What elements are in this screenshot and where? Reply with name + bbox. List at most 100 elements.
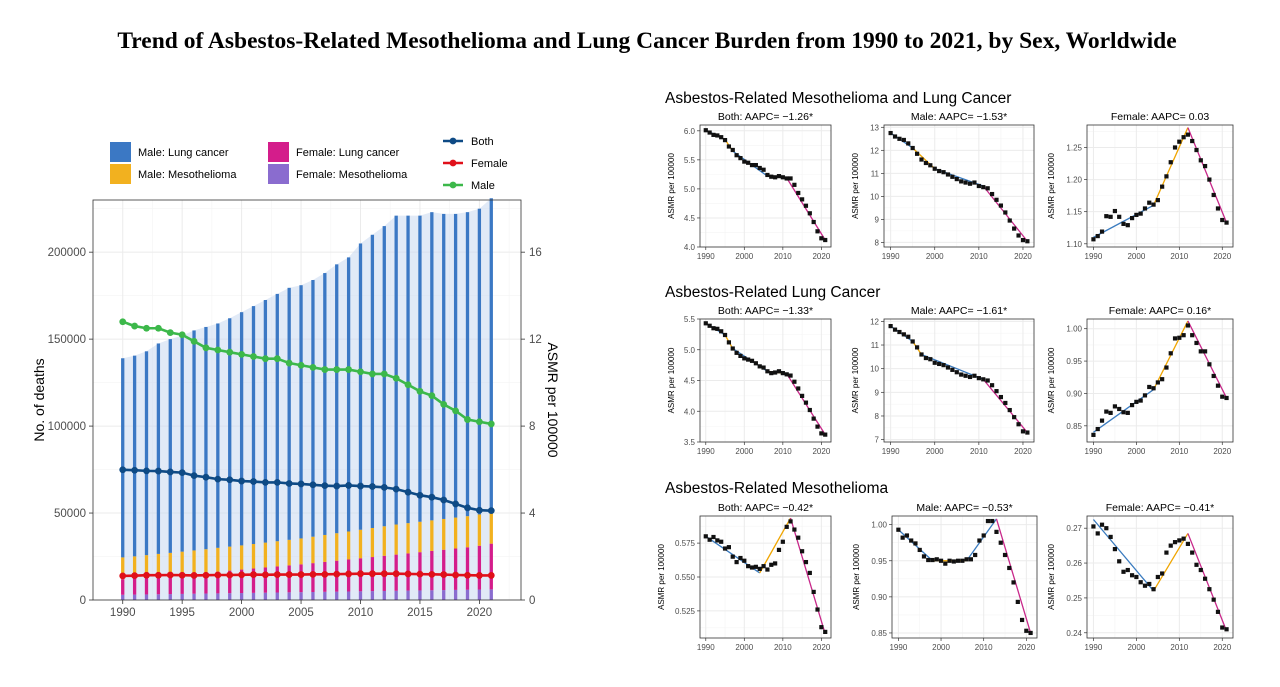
data-point — [719, 539, 724, 544]
bar-segment-female-mesothelioma1990 — [121, 594, 125, 600]
data-point — [807, 407, 812, 413]
data-point — [909, 538, 914, 543]
x-tick-label: 1990 — [1085, 447, 1103, 456]
y-tick-label: 10 — [870, 192, 879, 201]
asmr-point-both — [345, 482, 353, 489]
joinpoint-segment — [789, 517, 826, 635]
panel-title: Both: AAPC= −0.42* — [718, 502, 813, 514]
data-point — [963, 180, 968, 185]
y-tick-label: 11 — [871, 341, 880, 350]
asmr-point-both — [202, 473, 210, 481]
data-point — [1134, 399, 1139, 404]
joinpoint-segment — [1187, 320, 1228, 399]
bar-segment-female-mesothelioma1995 — [180, 593, 184, 600]
asmr-point-female — [214, 571, 222, 579]
data-point — [981, 533, 986, 538]
data-point — [807, 570, 812, 576]
data-point — [994, 197, 999, 202]
asmr-point-male — [143, 324, 150, 332]
asmr-point-both — [428, 493, 436, 501]
data-point — [765, 172, 770, 178]
y-axis-label: ASMR per 100000 — [852, 544, 861, 610]
bar-segment-male-mesothelioma2021 — [489, 512, 493, 544]
data-point — [788, 519, 793, 524]
asmr-point-both — [487, 507, 495, 515]
x-tick-label: 1990 — [697, 643, 715, 652]
data-point — [780, 539, 785, 544]
x-tick-label: 2020 — [1014, 252, 1032, 261]
data-point — [1104, 526, 1109, 531]
x-tick-label: 2000 — [229, 607, 255, 619]
asmr-point-female — [154, 571, 162, 579]
data-point — [1095, 426, 1100, 432]
bar-segment-female-mesothelioma2000 — [239, 593, 244, 600]
bar-segment-female-lung-cancer2000 — [239, 569, 244, 594]
data-point — [919, 352, 924, 357]
data-point — [967, 374, 973, 380]
bar-segment-male-lung-cancer2010 — [358, 243, 363, 530]
bar-segment-male-mesothelioma1997 — [204, 549, 208, 573]
data-point — [1155, 380, 1160, 385]
y-axis-label: ASMR per 100000 — [1047, 153, 1056, 219]
y-tick-label: 1.15 — [1066, 208, 1082, 217]
data-point — [1125, 410, 1130, 415]
asmr-point-male — [178, 331, 186, 339]
asmr-point-both — [392, 485, 400, 493]
data-point — [1099, 229, 1105, 234]
bar-segment-female-lung-cancer2004 — [287, 565, 291, 593]
asmr-point-male — [368, 370, 376, 378]
joinpoint-segment — [1152, 127, 1189, 206]
bar-segment-female-mesothelioma1993 — [156, 594, 161, 600]
data-point — [1108, 534, 1113, 540]
data-point — [956, 558, 961, 563]
bar-segment-male-mesothelioma1992 — [144, 555, 149, 578]
data-point — [715, 133, 720, 138]
bar-segment-male-mesothelioma2000 — [239, 545, 244, 570]
bar-segment-male-mesothelioma1991 — [132, 556, 137, 579]
data-point — [959, 372, 964, 377]
y-tick-label: 6.0 — [684, 127, 696, 136]
data-point — [1121, 221, 1126, 226]
data-point — [780, 175, 785, 180]
bar-segment-female-mesothelioma2006 — [311, 592, 315, 600]
y-tick-label: 5.5 — [684, 156, 696, 165]
data-point — [1025, 430, 1030, 435]
bar-segment-male-lung-cancer1997 — [204, 326, 208, 550]
data-point — [1108, 410, 1113, 415]
bar-segment-female-mesothelioma1991 — [132, 594, 137, 600]
data-point — [803, 203, 809, 208]
joinpoint-segment — [982, 378, 1028, 433]
panel-title: Male: AAPC= −0.53* — [916, 502, 1012, 514]
y-tick-label: 13 — [870, 123, 879, 132]
data-point — [934, 557, 939, 562]
data-point — [1198, 158, 1203, 163]
data-point — [711, 326, 716, 331]
bar-segment-male-lung-cancer2002 — [263, 300, 268, 543]
data-point — [1104, 409, 1109, 414]
data-point — [973, 552, 978, 558]
data-point — [1177, 335, 1182, 340]
data-point — [1172, 336, 1178, 341]
y-axis-label: ASMR per 100000 — [667, 347, 676, 413]
data-point — [711, 534, 716, 540]
data-point — [959, 179, 964, 184]
joinpoint-panel: Female: AAPC= −0.41* 0.24 0.25 0.26 0.27 1990… — [1047, 502, 1234, 652]
asmr-point-male — [119, 318, 127, 326]
data-point — [951, 559, 956, 564]
data-point — [1138, 580, 1143, 585]
data-point — [788, 176, 793, 181]
data-point — [811, 416, 816, 421]
data-point — [769, 174, 774, 179]
asmr-point-female — [238, 571, 246, 579]
data-point — [784, 524, 789, 529]
data-point — [773, 561, 778, 566]
bar-segment-male-lung-cancer2001 — [251, 306, 256, 544]
bar-segment-female-mesothelioma2010 — [358, 591, 363, 600]
group-title: Asbestos-Related Mesothelioma and Lung C… — [665, 90, 1011, 107]
asmr-point-both — [368, 483, 376, 490]
joinpoint-panel: Both: AAPC= −1.33* 3.5 4.0 4.5 5.0 5.5 1990 200… — [667, 305, 832, 456]
data-point — [1215, 383, 1221, 388]
group-title: Asbestos-Related Mesothelioma — [665, 480, 889, 497]
y-tick-label: 0.525 — [675, 607, 696, 616]
data-point — [998, 203, 1004, 208]
